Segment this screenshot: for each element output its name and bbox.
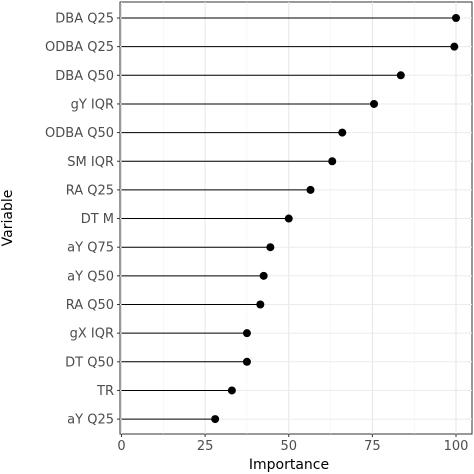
y-tick-label: DT Q50: [65, 355, 114, 370]
point-tr: [227, 386, 236, 395]
y-tick-label: aY Q50: [67, 269, 114, 284]
y-tick-label: ODBA Q25: [45, 40, 114, 55]
point-odba-q25: [450, 42, 459, 51]
x-tick-label: 25: [197, 439, 214, 454]
point-ay-q75: [266, 243, 275, 252]
point-ay-q25: [211, 415, 220, 424]
point-dt-q50: [242, 357, 251, 366]
y-tick-label: DBA Q25: [55, 12, 114, 27]
x-axis-title: Importance: [249, 457, 329, 473]
point-gy-iqr: [370, 99, 379, 108]
y-tick-label: DBA Q50: [55, 69, 114, 84]
point-odba-q50: [338, 128, 347, 137]
x-tick-labels: 0 25 50 75 100: [117, 434, 468, 454]
y-axis-title: Variable: [0, 190, 16, 247]
stems: [121, 17, 456, 420]
y-tick-label: DT M: [81, 212, 114, 227]
point-ra-q50: [256, 300, 265, 309]
y-tick-label: RA Q50: [66, 298, 114, 313]
y-tick-label: TR: [96, 384, 114, 399]
y-tick-label: gX IQR: [70, 327, 114, 342]
point-dt-m: [284, 214, 293, 223]
points: [211, 14, 460, 424]
y-tick-label: SM IQR: [67, 155, 114, 170]
point-ay-q50: [259, 271, 268, 280]
x-tick-label: 100: [444, 439, 469, 454]
point-gx-iqr: [242, 329, 251, 338]
point-dba-q50: [396, 71, 405, 80]
y-tick-label: aY Q25: [67, 413, 114, 428]
point-ra-q25: [306, 185, 315, 194]
panel-border: [119, 1, 473, 435]
x-tick-label: 50: [280, 439, 297, 454]
y-tick-label: gY IQR: [71, 97, 114, 112]
point-sm-iqr: [328, 157, 337, 166]
x-tick-label: 0: [117, 439, 125, 454]
y-tick-label: RA Q25: [66, 183, 114, 198]
y-tick-label: ODBA Q50: [45, 126, 114, 141]
x-tick-label: 75: [364, 439, 381, 454]
y-tick-labels: DBA Q25 ODBA Q25 DBA Q50 gY IQR ODBA Q50 SM I…: [45, 12, 120, 428]
y-tick-label: aY Q75: [67, 241, 114, 256]
point-dba-q25: [452, 14, 460, 22]
